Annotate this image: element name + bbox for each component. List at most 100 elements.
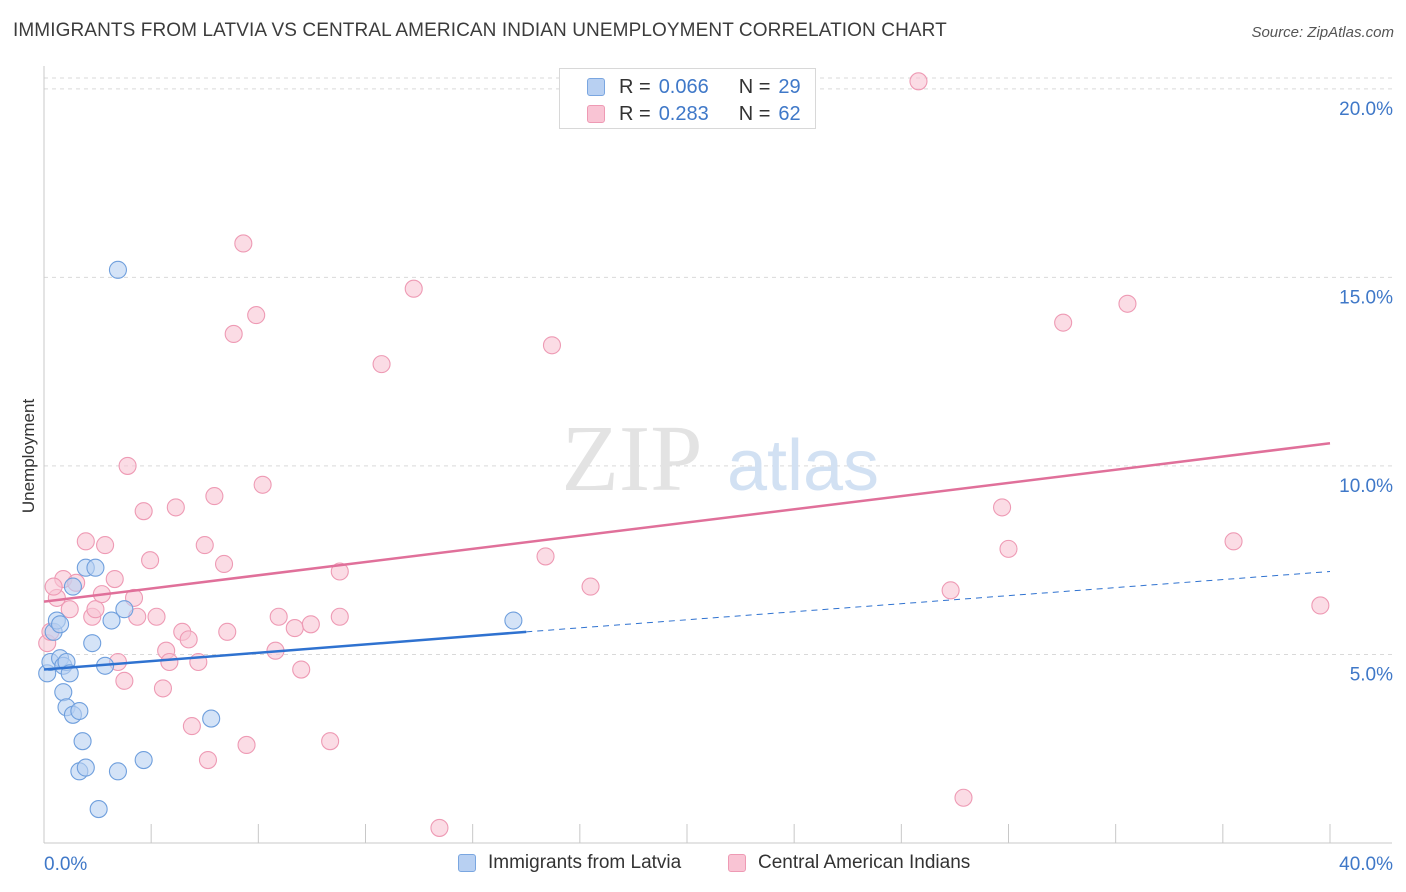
- x-tick-label: 0.0%: [44, 854, 87, 875]
- data-point-central-american-indians: [253, 475, 272, 494]
- data-point-central-american-indians: [1224, 532, 1243, 551]
- data-point-central-american-indians: [941, 581, 960, 600]
- data-point-latvia: [83, 634, 102, 653]
- data-point-central-american-indians: [285, 619, 304, 638]
- series-swatch-latvia: [458, 854, 476, 872]
- data-point-central-american-indians: [76, 532, 95, 551]
- series-swatch-central-american-indians: [728, 854, 746, 872]
- legend-r-label: R =: [619, 102, 651, 125]
- series-label-latvia: Immigrants from Latvia: [488, 852, 682, 873]
- data-point-central-american-indians: [1054, 313, 1073, 332]
- data-point-central-american-indians: [542, 336, 562, 355]
- data-point-central-american-indians: [999, 539, 1018, 558]
- legend-n-value-latvia: 29: [778, 75, 801, 98]
- legend-swatch-central-american-indians: [587, 105, 605, 123]
- data-point-central-american-indians: [237, 735, 256, 755]
- legend-swatch-latvia: [587, 78, 605, 96]
- data-point-latvia: [115, 600, 134, 619]
- data-point-central-american-indians: [292, 660, 311, 679]
- series-legend-latvia[interactable]: Immigrants from Latvia: [458, 852, 681, 874]
- source-label: Source: ZipAtlas.com: [1251, 24, 1394, 41]
- series-legend-central-american-indians[interactable]: Central American Indians: [728, 852, 970, 874]
- data-point-central-american-indians: [581, 577, 600, 596]
- data-point-central-american-indians: [182, 717, 201, 736]
- data-point-latvia: [134, 750, 153, 770]
- data-point-central-american-indians: [224, 324, 243, 344]
- legend-r-value-central-american-indians: 0.283: [658, 102, 709, 125]
- watermark-atlas: atlas: [727, 426, 879, 506]
- data-point-central-american-indians: [179, 630, 198, 649]
- data-point-latvia: [86, 558, 105, 577]
- data-point-central-american-indians: [96, 536, 115, 555]
- data-point-central-american-indians: [247, 306, 266, 325]
- x-tick-label: 40.0%: [1339, 854, 1393, 875]
- data-point-central-american-indians: [218, 622, 237, 641]
- data-point-central-american-indians: [105, 569, 124, 589]
- y-tick-label: 5.0%: [1350, 664, 1393, 685]
- data-point-latvia: [202, 709, 221, 728]
- data-point-central-american-indians: [134, 502, 153, 521]
- axes-layer: 5.0% 10.0% 15.0% 20.0% 0.0% 40.0%: [43, 66, 1393, 875]
- data-point-central-american-indians: [214, 554, 234, 574]
- data-point-latvia: [70, 701, 89, 721]
- data-point-central-american-indians: [205, 487, 224, 506]
- data-point-latvia: [108, 762, 127, 781]
- chart-title: IMMIGRANTS FROM LATVIA VS CENTRAL AMERIC…: [13, 20, 947, 41]
- data-point-central-american-indians: [1118, 294, 1137, 313]
- data-point-latvia: [51, 615, 70, 634]
- data-point-central-american-indians: [404, 279, 423, 298]
- points-layer: [38, 72, 1330, 837]
- data-point-central-american-indians: [60, 600, 79, 619]
- data-point-latvia: [54, 683, 73, 702]
- legend-r-value-latvia: 0.066: [658, 75, 709, 98]
- data-point-central-american-indians: [301, 615, 320, 634]
- data-point-central-american-indians: [147, 607, 166, 626]
- legend-n-label: N =: [738, 102, 771, 125]
- trend-layer: [43, 442, 1331, 671]
- series-legend: Immigrants from Latvia Central American …: [0, 852, 1406, 878]
- data-point-central-american-indians: [234, 234, 253, 253]
- data-point-central-american-indians: [195, 536, 214, 555]
- data-point-central-american-indians: [1311, 596, 1330, 615]
- data-point-central-american-indians: [954, 788, 973, 807]
- data-point-latvia: [504, 611, 523, 630]
- series-label-central-american-indians: Central American Indians: [758, 852, 971, 873]
- data-point-central-american-indians: [166, 498, 185, 517]
- data-point-central-american-indians: [86, 600, 105, 619]
- watermark: ZIP atlas: [562, 407, 880, 511]
- trend-line-latvia: [43, 630, 527, 671]
- data-point-latvia: [108, 260, 127, 279]
- legend-n-label: N =: [738, 75, 771, 98]
- data-point-central-american-indians: [153, 679, 173, 698]
- data-point-central-american-indians: [330, 607, 349, 626]
- data-point-central-american-indians: [993, 498, 1012, 517]
- data-point-central-american-indians: [372, 355, 391, 374]
- data-point-latvia: [89, 800, 108, 819]
- data-point-central-american-indians: [198, 750, 218, 770]
- data-point-central-american-indians: [141, 551, 160, 570]
- data-point-central-american-indians: [269, 607, 288, 626]
- data-point-latvia: [73, 732, 92, 751]
- data-point-latvia: [102, 611, 121, 630]
- watermark-zip: ZIP: [562, 407, 703, 511]
- legend-n-value-central-american-indians: 62: [778, 102, 801, 125]
- y-tick-label: 20.0%: [1339, 99, 1393, 120]
- data-point-central-american-indians: [44, 577, 63, 596]
- trend-line-latvia-extension: [526, 571, 1331, 633]
- data-point-central-american-indians: [536, 547, 555, 566]
- data-point-central-american-indians: [430, 818, 449, 837]
- data-point-central-american-indians: [118, 456, 137, 475]
- y-tick-label: 10.0%: [1339, 476, 1393, 497]
- legend-r-label: R =: [619, 75, 651, 98]
- legend-box: R = 0.066 N = 29 R = 0.283 N = 62: [559, 68, 816, 129]
- data-point-central-american-indians: [909, 72, 928, 91]
- data-point-central-american-indians: [115, 671, 134, 690]
- grid-layer: [44, 77, 1392, 655]
- data-point-central-american-indians: [160, 652, 179, 672]
- legend-row-latvia: R = 0.066 N = 29: [587, 74, 801, 100]
- data-point-latvia: [76, 758, 95, 777]
- y-axis-title: Unemployment: [19, 399, 38, 514]
- trend-line-central-american-indians: [43, 442, 1331, 603]
- y-tick-label: 15.0%: [1339, 287, 1393, 308]
